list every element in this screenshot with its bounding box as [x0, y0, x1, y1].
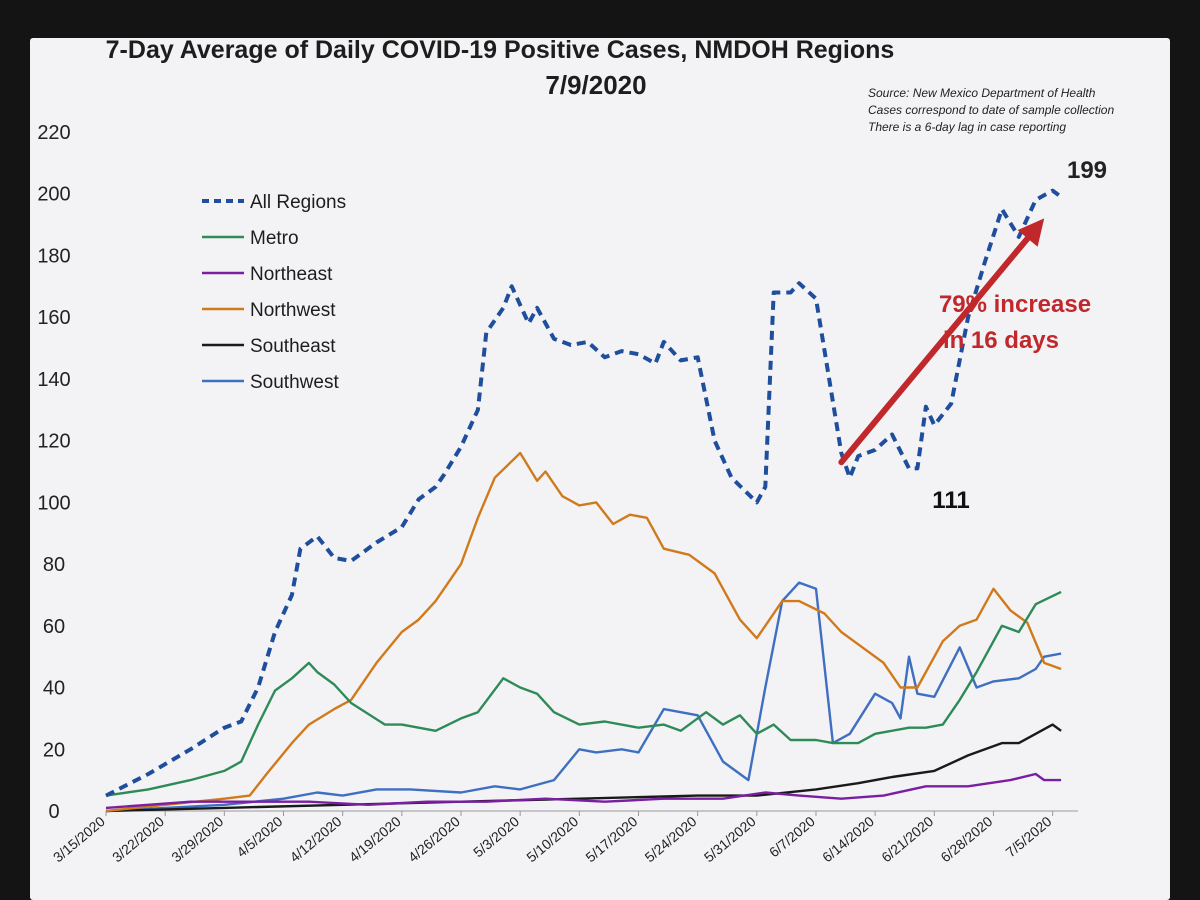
- series-lines: [105, 188, 1063, 813]
- legend: All Regions Metro Northeast Northwest Southe…: [202, 192, 346, 393]
- x-tick-label: 3/22/2020: [109, 813, 167, 865]
- increase-annotation-line1: 79% increase: [939, 291, 1091, 318]
- series-line-southeast: [105, 723, 1062, 813]
- y-tick-label: 80: [43, 554, 65, 576]
- series-line-all-regions: [105, 188, 1063, 798]
- x-tick-label: 4/19/2020: [346, 813, 404, 865]
- x-tick-label: 7/5/2020: [1003, 813, 1055, 860]
- legend-label: Northwest: [250, 300, 336, 321]
- x-tick-label: 5/10/2020: [523, 813, 581, 865]
- y-tick-label: 40: [43, 678, 65, 700]
- source-note-3: There is a 6-day lag in case reporting: [868, 120, 1066, 134]
- x-tick-label: 4/5/2020: [233, 813, 285, 860]
- series-line-northwest: [105, 451, 1062, 813]
- x-tick-label: 5/24/2020: [642, 813, 700, 865]
- x-tick-label: 4/12/2020: [287, 813, 345, 865]
- source-note-2: Cases correspond to date of sample colle…: [868, 103, 1114, 117]
- legend-label: All Regions: [250, 192, 346, 213]
- y-tick-label: 0: [48, 801, 59, 823]
- x-tick-label: 6/21/2020: [878, 813, 936, 865]
- y-tick-label: 140: [37, 369, 70, 391]
- source-note-1: Source: New Mexico Department of Health: [868, 86, 1096, 100]
- y-tick-label: 220: [37, 122, 70, 144]
- x-tick-label: 4/26/2020: [405, 813, 463, 865]
- increase-annotation-line2: in 16 days: [943, 327, 1059, 354]
- chart-title: 7-Day Average of Daily COVID-19 Positive…: [106, 38, 895, 64]
- legend-label: Southeast: [250, 336, 336, 357]
- x-tick-label: 5/17/2020: [582, 813, 640, 865]
- legend-label: Northeast: [250, 264, 333, 285]
- x-tick-label: 5/3/2020: [470, 813, 522, 860]
- trend-arrow-shaft: [838, 235, 1031, 466]
- chart-subtitle: 7/9/2020: [545, 70, 646, 100]
- legend-label: Metro: [250, 228, 299, 249]
- y-tick-label: 180: [37, 245, 70, 267]
- annotations: 79% increase in 16 days 111 199: [838, 157, 1107, 514]
- y-tick-label: 120: [37, 431, 70, 453]
- y-tick-label: 200: [37, 184, 70, 206]
- legend-label: Southwest: [250, 372, 339, 393]
- trend-arrow-head: [1017, 218, 1045, 247]
- x-tick-label: 6/28/2020: [937, 813, 995, 865]
- low-value-label: 111: [932, 487, 969, 514]
- x-tick-label: 6/7/2020: [766, 813, 818, 860]
- y-tick-label: 160: [37, 307, 70, 329]
- y-tick-label: 100: [37, 492, 70, 514]
- high-value-label: 199: [1067, 157, 1107, 184]
- line-chart: 7-Day Average of Daily COVID-19 Positive…: [37, 38, 1114, 865]
- x-tick-label: 6/14/2020: [819, 813, 877, 865]
- y-tick-label: 20: [43, 739, 65, 761]
- series-line-southwest: [105, 581, 1062, 813]
- y-tick-label: 60: [43, 616, 65, 638]
- x-tick-label: 5/31/2020: [701, 813, 759, 865]
- series-line-northeast: [105, 772, 1062, 810]
- series-line-metro: [105, 590, 1062, 797]
- x-tick-label: 3/29/2020: [168, 813, 226, 865]
- chart-slide: 7-Day Average of Daily COVID-19 Positive…: [30, 38, 1170, 900]
